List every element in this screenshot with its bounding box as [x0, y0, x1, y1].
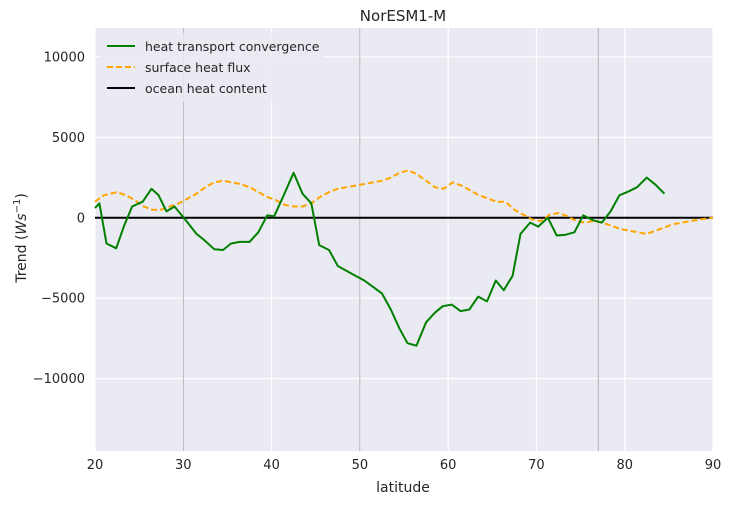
legend-label-ocean-heat: ocean heat content	[145, 81, 267, 96]
chart-title: NorESM1-M	[360, 7, 446, 25]
y-axis-label-unit: Ws	[14, 213, 30, 234]
x-tick-label: 20	[87, 458, 104, 473]
x-tick-label: 90	[705, 458, 722, 473]
x-tick-label: 80	[616, 458, 633, 473]
x-tick-label: 30	[175, 458, 192, 473]
y-tick-label: 10000	[44, 50, 85, 65]
y-axis-label-suffix: )	[14, 193, 30, 198]
series-line-surface-heat-flux	[94, 169, 714, 235]
x-tick-label: 50	[352, 458, 369, 473]
y-tick-labels: −10000 −5000 0 5000 10000	[33, 50, 85, 387]
x-tick-label: 60	[440, 458, 457, 473]
y-tick-label: −10000	[33, 372, 85, 387]
x-tick-label: 70	[528, 458, 545, 473]
series-line-heat-transport-convergence	[94, 171, 666, 347]
y-axis-label-prefix: Trend (	[14, 235, 30, 284]
x-axis-label: latitude	[376, 480, 430, 496]
y-tick-label: 5000	[52, 131, 85, 146]
y-axis-label-exponent: −1	[12, 199, 23, 214]
series-layer	[94, 169, 714, 347]
legend-label-surface-flux: surface heat flux	[145, 60, 251, 75]
legend-box	[101, 33, 323, 102]
y-tick-label: 0	[77, 211, 85, 226]
legend: heat transport convergence surface heat …	[101, 33, 323, 102]
legend-label-heat-transport: heat transport convergence	[145, 39, 320, 54]
y-tick-label: −5000	[41, 292, 85, 307]
y-axis-label: Trend (Ws−1)	[12, 193, 30, 284]
x-tick-labels: 20 30 40 50 60 70 80 90	[87, 458, 722, 473]
x-tick-label: 40	[263, 458, 280, 473]
